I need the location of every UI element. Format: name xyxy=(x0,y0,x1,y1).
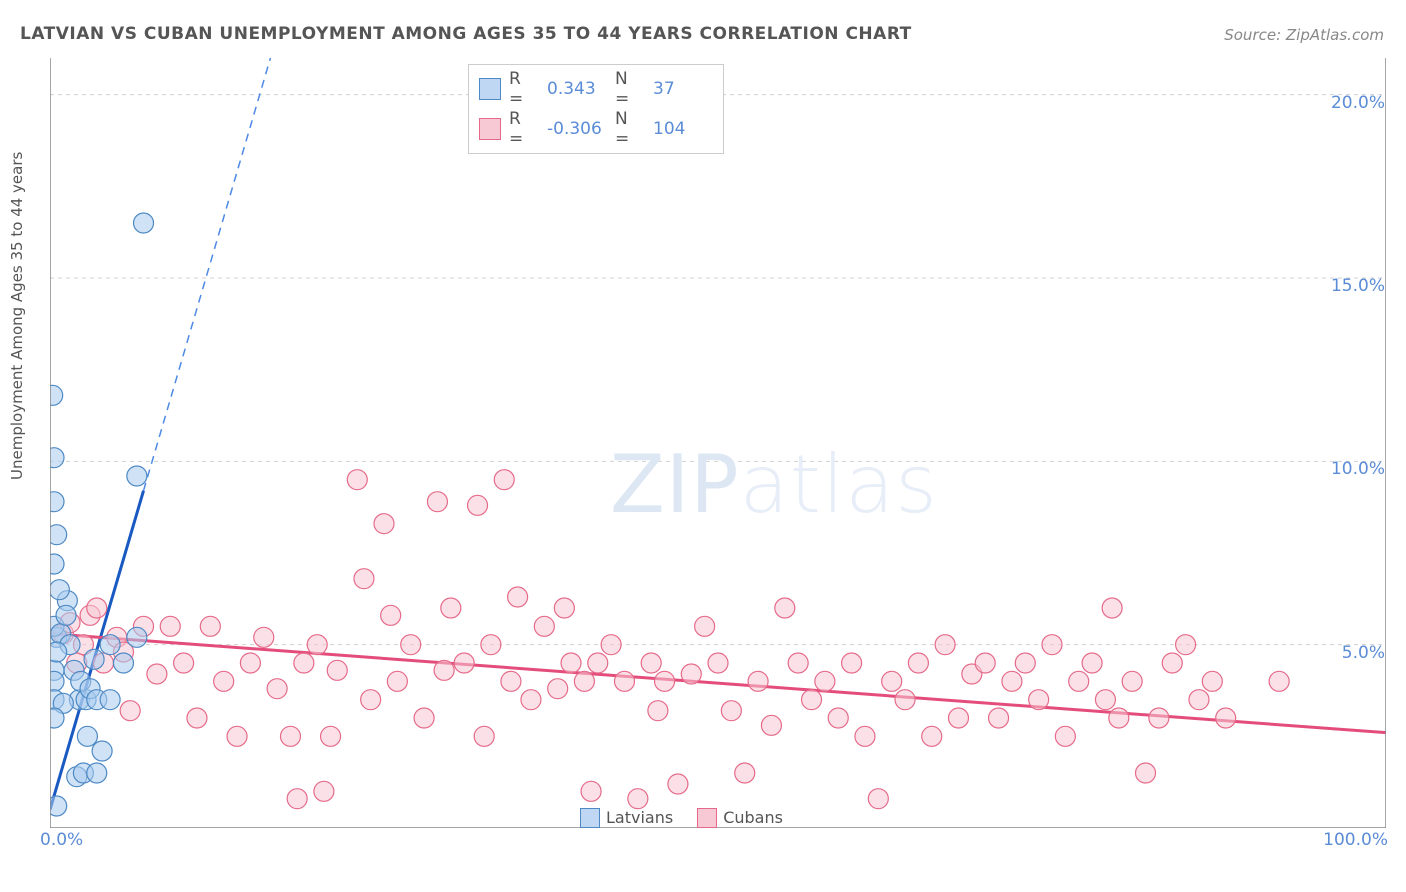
swatch-cubans-icon xyxy=(479,118,501,140)
stats-row-cubans: R = -0.306 N = 104 xyxy=(479,109,713,149)
legend-label-cubans: Cubans xyxy=(723,808,783,827)
r-value-cubans: -0.306 xyxy=(547,119,607,139)
swatch-cubans-icon xyxy=(697,808,717,828)
series-legend: Latvians Cubans xyxy=(580,808,783,829)
r-label: R = xyxy=(509,109,539,149)
swatch-latvians-icon xyxy=(580,808,600,828)
n-value-cubans: 104 xyxy=(653,119,713,139)
n-value-latvians: 37 xyxy=(653,79,713,99)
axes xyxy=(50,58,1386,828)
stats-row-latvians: R = 0.343 N = 37 xyxy=(479,69,713,109)
gridlines xyxy=(50,95,1386,645)
r-label: R = xyxy=(509,69,539,109)
y-tick-label: 5.0% xyxy=(1342,643,1385,663)
chart-svg xyxy=(50,58,1386,828)
n-label: N = xyxy=(615,109,645,149)
n-label: N = xyxy=(615,69,645,109)
y-tick-label: 20.0% xyxy=(1331,93,1385,113)
source-label: Source: ZipAtlas.com xyxy=(1224,26,1384,44)
stats-legend: R = 0.343 N = 37 R = -0.306 N = 104 xyxy=(468,64,724,154)
legend-item-latvians: Latvians xyxy=(580,808,673,829)
plot-area: R = 0.343 N = 37 R = -0.306 N = 104 ZIPa… xyxy=(50,58,1386,828)
regression-lines xyxy=(50,58,1386,810)
legend-label-latvians: Latvians xyxy=(606,808,673,827)
chart-title: LATVIAN VS CUBAN UNEMPLOYMENT AMONG AGES… xyxy=(20,24,912,44)
scatter-points xyxy=(50,213,1289,816)
y-axis-label: Unemployment Among Ages 35 to 44 years xyxy=(8,152,26,480)
legend-item-cubans: Cubans xyxy=(697,808,783,829)
y-tick-label: 10.0% xyxy=(1331,459,1385,479)
swatch-latvians-icon xyxy=(479,78,501,100)
r-value-latvians: 0.343 xyxy=(547,79,607,99)
y-tick-label: 15.0% xyxy=(1331,276,1385,296)
